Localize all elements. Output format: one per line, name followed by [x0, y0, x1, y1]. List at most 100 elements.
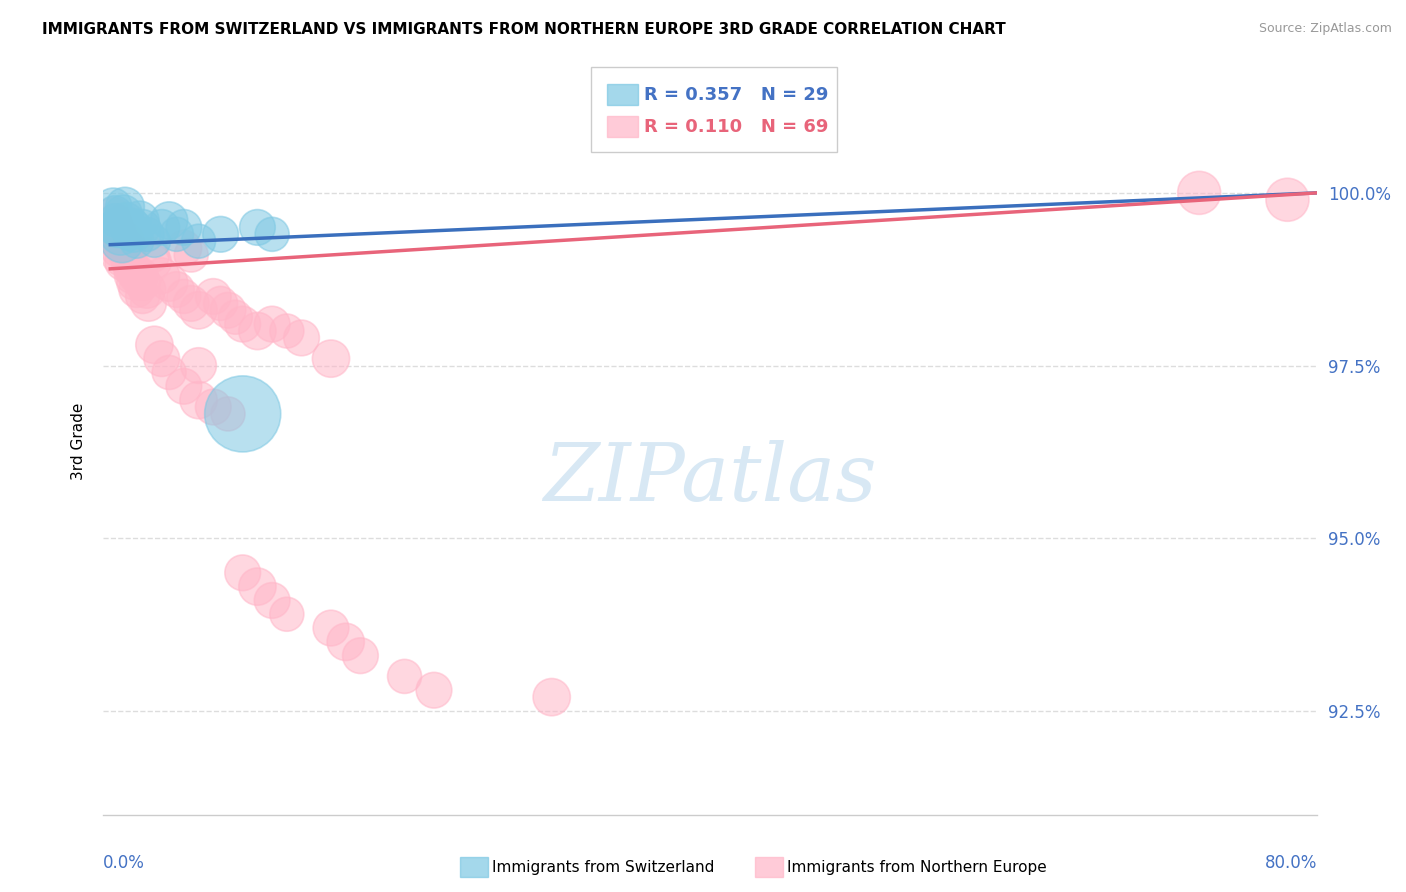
Point — [217, 303, 239, 318]
Point — [540, 690, 562, 705]
Point — [349, 648, 371, 663]
Point — [120, 261, 142, 276]
Point — [122, 276, 145, 290]
Point — [262, 593, 284, 607]
Point — [136, 227, 159, 242]
Point — [187, 393, 209, 408]
Point — [122, 227, 145, 242]
Point — [105, 213, 128, 227]
Text: ZIPatlas: ZIPatlas — [543, 440, 877, 517]
Point — [150, 351, 173, 366]
Point — [108, 234, 131, 248]
Point — [246, 580, 269, 594]
Point — [131, 289, 153, 303]
Point — [111, 248, 134, 262]
Point — [335, 635, 357, 649]
Point — [276, 607, 298, 622]
Point — [319, 621, 342, 635]
Point — [111, 234, 134, 248]
Point — [125, 283, 148, 297]
Point — [187, 359, 209, 373]
Point — [157, 213, 180, 227]
Point — [217, 407, 239, 421]
Point — [143, 255, 166, 269]
Text: Immigrants from Switzerland: Immigrants from Switzerland — [492, 860, 714, 874]
Point — [202, 400, 225, 414]
Point — [121, 268, 143, 283]
Point — [232, 317, 254, 331]
Point — [423, 683, 446, 698]
Point — [202, 289, 225, 303]
Point — [125, 268, 148, 283]
Point — [157, 276, 180, 290]
Point — [104, 213, 127, 227]
Point — [276, 324, 298, 338]
Y-axis label: 3rd Grade: 3rd Grade — [72, 403, 86, 480]
Point — [105, 220, 128, 235]
Point — [121, 220, 143, 235]
Point — [118, 255, 141, 269]
Point — [136, 283, 159, 297]
Point — [1188, 186, 1211, 200]
Point — [131, 276, 153, 290]
Point — [110, 234, 132, 248]
Text: Immigrants from Northern Europe: Immigrants from Northern Europe — [787, 860, 1047, 874]
Point — [209, 227, 232, 242]
Point — [103, 206, 125, 220]
Point — [115, 248, 138, 262]
Point — [110, 227, 132, 242]
Point — [173, 379, 195, 393]
Text: R = 0.110   N = 69: R = 0.110 N = 69 — [644, 118, 828, 136]
Point — [103, 200, 125, 214]
Point — [117, 248, 139, 262]
Point — [209, 296, 232, 310]
Text: R = 0.357   N = 29: R = 0.357 N = 29 — [644, 86, 828, 103]
Point — [150, 268, 173, 283]
Text: 80.0%: 80.0% — [1264, 855, 1317, 872]
Point — [319, 351, 342, 366]
Point — [224, 310, 246, 325]
Point — [141, 248, 163, 262]
Point — [143, 338, 166, 352]
Point — [115, 213, 138, 227]
Point — [107, 220, 129, 235]
Point — [180, 296, 202, 310]
Point — [262, 227, 284, 242]
Point — [121, 261, 143, 276]
Point — [180, 248, 202, 262]
Point — [115, 241, 138, 255]
Text: Source: ZipAtlas.com: Source: ZipAtlas.com — [1258, 22, 1392, 36]
Point — [118, 255, 141, 269]
Point — [131, 220, 153, 235]
Point — [121, 220, 143, 235]
Point — [108, 220, 131, 235]
Point — [114, 234, 136, 248]
Point — [117, 220, 139, 235]
Point — [187, 234, 209, 248]
Point — [150, 220, 173, 235]
Point — [232, 566, 254, 580]
Point — [112, 255, 135, 269]
Text: IMMIGRANTS FROM SWITZERLAND VS IMMIGRANTS FROM NORTHERN EUROPE 3RD GRADE CORRELA: IMMIGRANTS FROM SWITZERLAND VS IMMIGRANT… — [42, 22, 1005, 37]
Point — [118, 227, 141, 242]
Point — [104, 206, 127, 220]
Text: 0.0%: 0.0% — [103, 855, 145, 872]
Point — [173, 220, 195, 235]
Point — [394, 669, 416, 683]
Point — [110, 241, 132, 255]
Point — [246, 220, 269, 235]
Point — [143, 234, 166, 248]
Point — [114, 200, 136, 214]
Point — [128, 213, 150, 227]
Point — [125, 234, 148, 248]
Point — [166, 283, 188, 297]
Point — [262, 317, 284, 331]
Point — [166, 227, 188, 242]
Point — [1277, 193, 1299, 207]
Point — [290, 331, 312, 345]
Point — [187, 303, 209, 318]
Point — [112, 206, 135, 220]
Point — [128, 268, 150, 283]
Point — [107, 227, 129, 242]
Point — [157, 366, 180, 380]
